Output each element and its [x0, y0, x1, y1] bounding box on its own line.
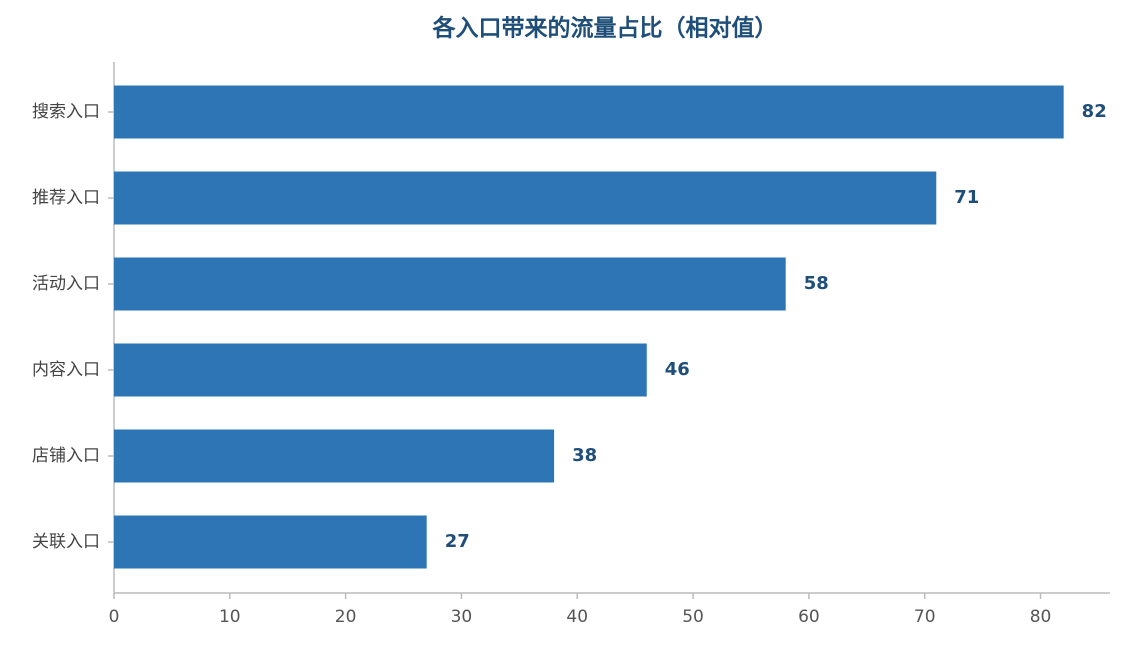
- bar: [114, 171, 937, 225]
- x-tick-label: 20: [335, 607, 357, 627]
- bar: [114, 85, 1064, 139]
- y-tick-label: 内容入口: [32, 360, 100, 380]
- x-tick-label: 80: [1030, 607, 1052, 627]
- x-tick-label: 50: [682, 607, 704, 627]
- value-label: 71: [954, 187, 979, 208]
- x-tick-label: 60: [798, 607, 820, 627]
- y-tick-label: 店铺入口: [32, 446, 100, 466]
- bar: [114, 343, 647, 397]
- value-label: 46: [665, 359, 690, 380]
- value-label: 27: [445, 531, 470, 552]
- x-tick-label: 40: [566, 607, 588, 627]
- bar: [114, 429, 555, 483]
- value-label: 38: [572, 445, 597, 466]
- y-tick-label: 关联入口: [32, 532, 100, 552]
- value-label: 82: [1082, 101, 1107, 122]
- bar: [114, 515, 427, 569]
- y-tick-label: 搜索入口: [32, 102, 100, 122]
- y-tick-label: 推荐入口: [32, 188, 100, 208]
- value-label: 58: [804, 273, 829, 294]
- y-tick-label: 活动入口: [32, 274, 100, 294]
- chart-title: 各入口带来的流量占比（相对值）: [432, 15, 778, 42]
- x-tick-label: 10: [219, 607, 241, 627]
- x-tick-label: 0: [109, 607, 120, 627]
- x-tick-label: 30: [451, 607, 473, 627]
- x-tick-label: 70: [914, 607, 936, 627]
- bar: [114, 257, 786, 311]
